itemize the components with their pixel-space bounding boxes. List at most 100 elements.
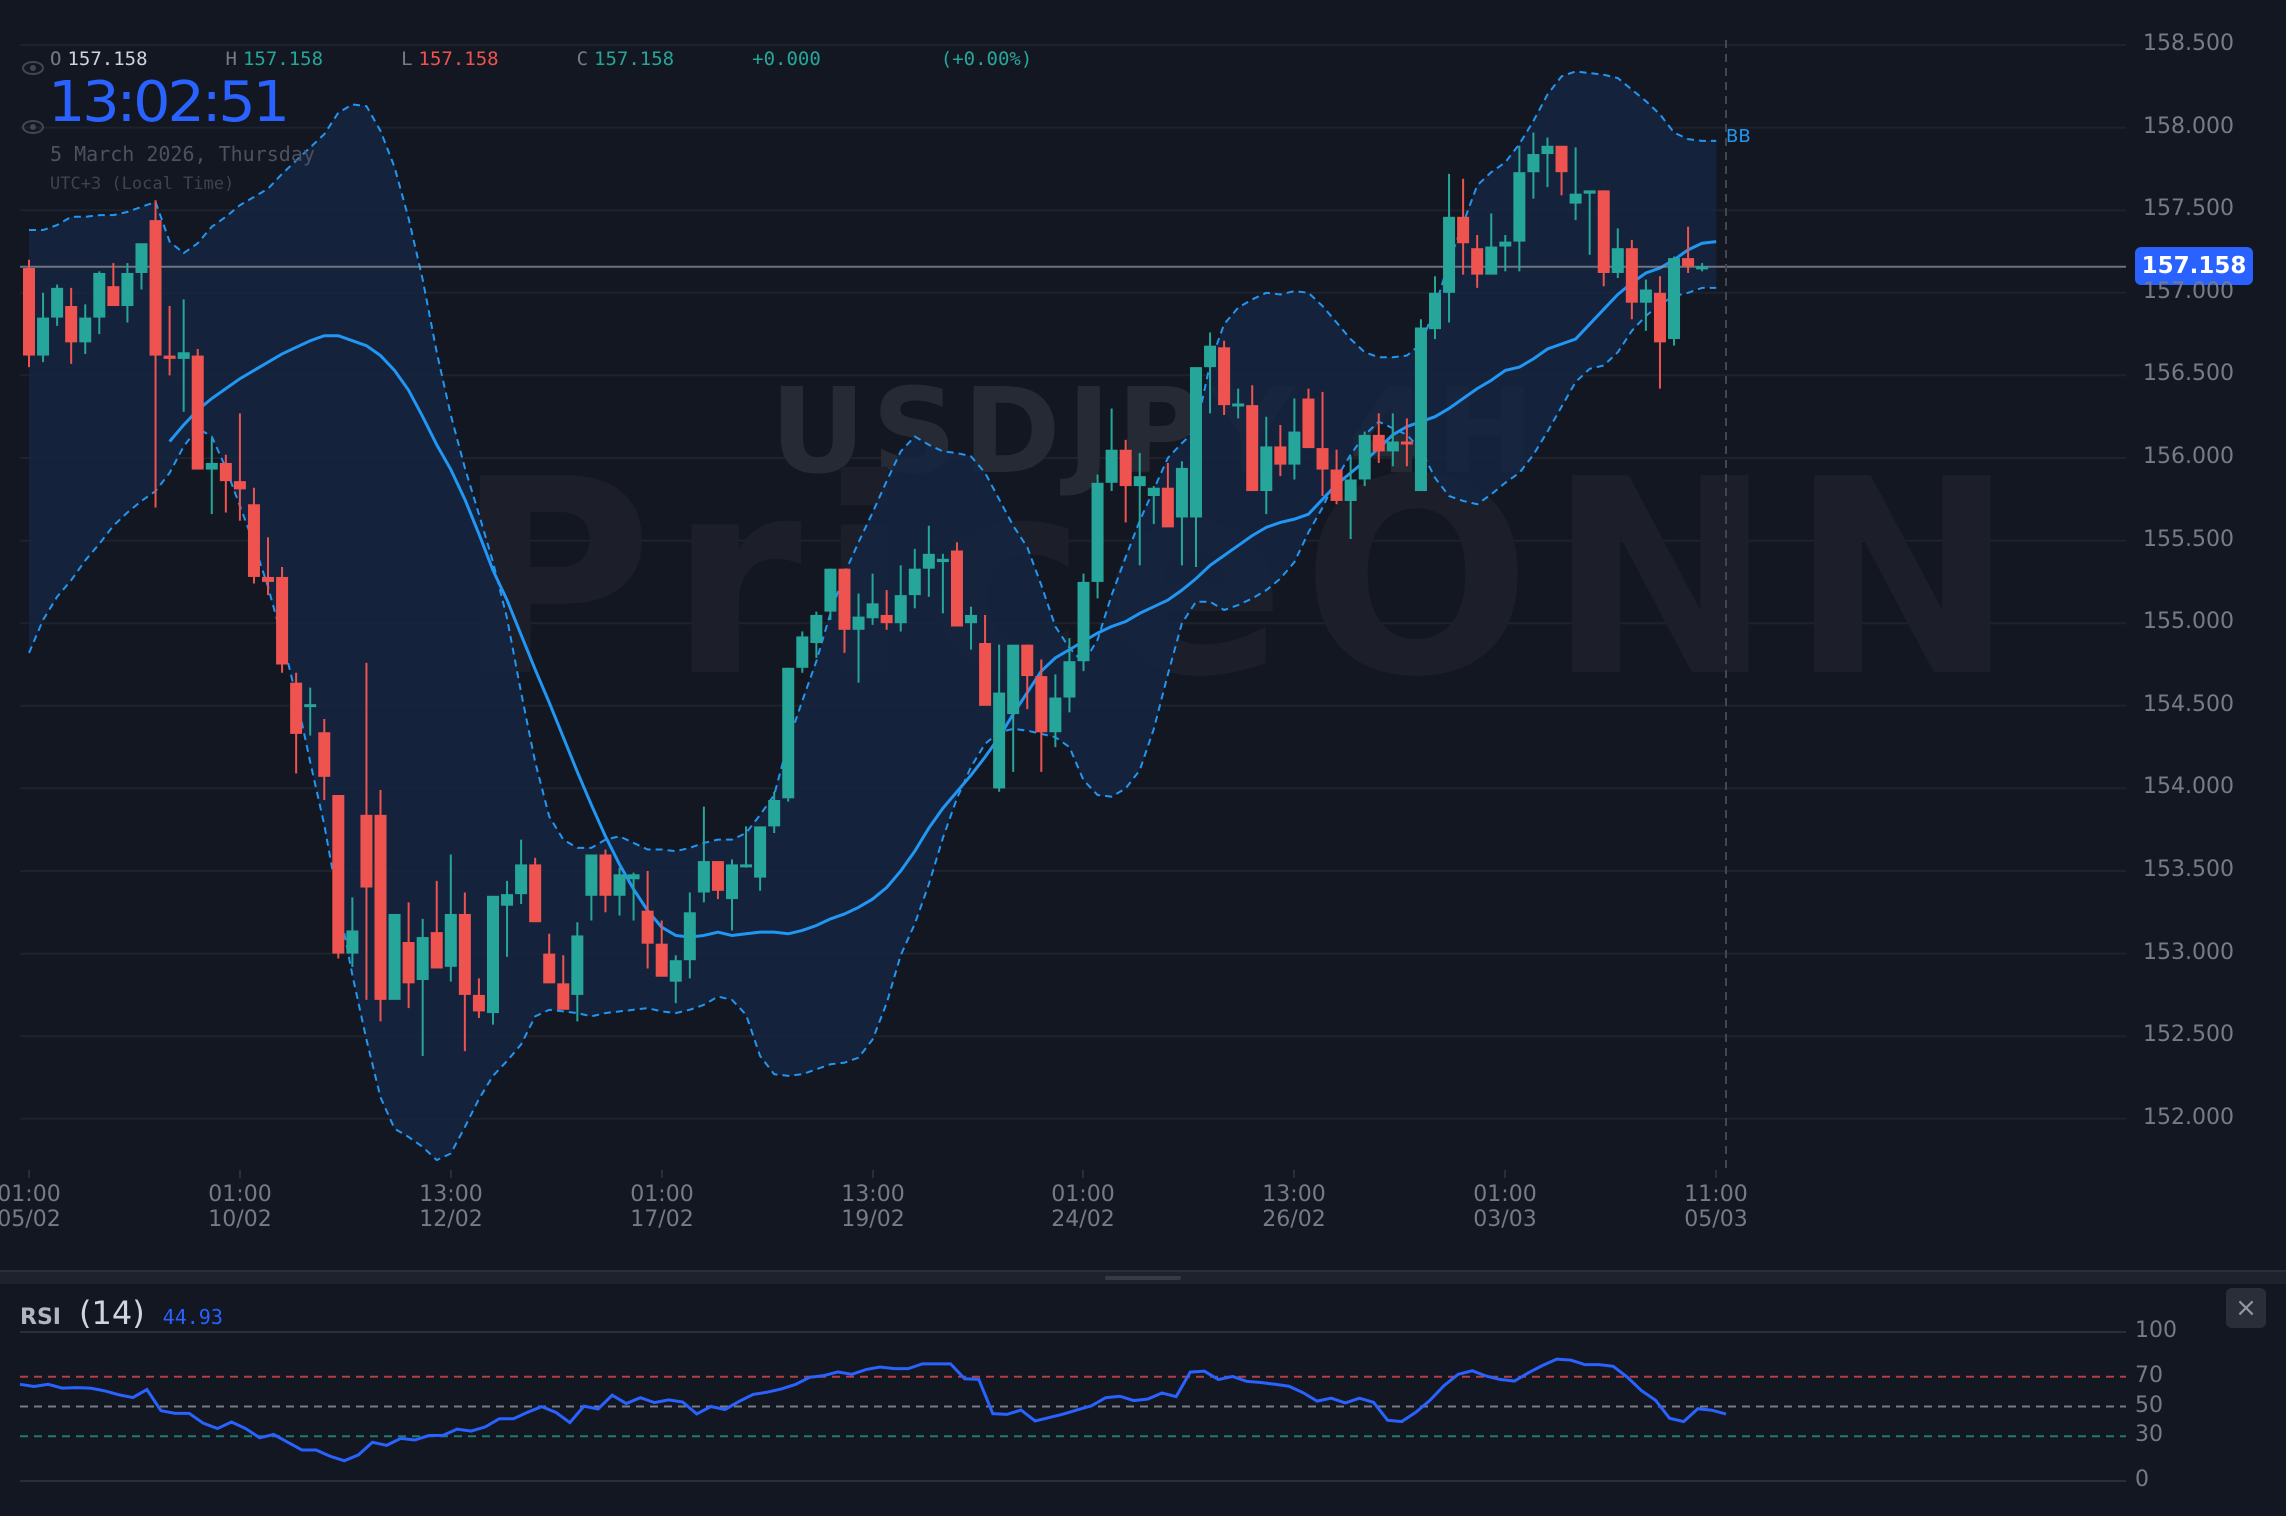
candle (1035, 659, 1048, 772)
candle (1218, 340, 1231, 416)
low-label: L (401, 48, 413, 70)
candle (613, 867, 626, 916)
candle (1429, 276, 1441, 340)
candle (444, 854, 457, 982)
candle (557, 955, 570, 1010)
candle (51, 284, 64, 326)
high-label: H (225, 48, 237, 70)
candle (219, 454, 232, 513)
candle (627, 872, 640, 921)
candle (1007, 644, 1020, 772)
candle (1302, 388, 1315, 449)
candle (768, 791, 781, 834)
candle (1527, 132, 1540, 199)
candle (950, 542, 963, 627)
candle (936, 553, 949, 614)
change-percent: (+0.00%) (940, 48, 1033, 70)
candle (641, 871, 654, 969)
current-date: 5 March 2026, Thursday (50, 142, 315, 166)
candle (979, 614, 992, 706)
candle (824, 568, 837, 620)
candle (1639, 279, 1652, 331)
candle (1260, 416, 1273, 515)
candle (838, 568, 851, 653)
price-axis-label: 156.000 (2143, 444, 2234, 469)
candle (1668, 256, 1681, 346)
bollinger-bands-label: BB (1726, 126, 1751, 147)
rsi-pane[interactable]: RSI (14) 44.93 × 100 70 50 30 0 (0, 1284, 2286, 1516)
price-axis-label: 153.500 (2143, 857, 2234, 882)
time-axis-label: 01:00 03/03 (1473, 1182, 1537, 1232)
resize-handle[interactable] (1105, 1276, 1181, 1280)
candle (515, 839, 528, 905)
candle (683, 892, 696, 979)
close-label: C (576, 48, 589, 70)
price-axis-label: 157.500 (2143, 196, 2234, 222)
pane-separator[interactable] (0, 1270, 2286, 1284)
time-axis-label: 01:00 17/02 (630, 1182, 694, 1232)
candle (1625, 239, 1638, 320)
candle (149, 200, 162, 508)
candle (894, 565, 907, 632)
candle (416, 918, 429, 1057)
candle (374, 790, 387, 1022)
timezone-label: UTC+3 (Local Time) (50, 174, 235, 194)
close-icon[interactable]: × (2226, 1288, 2266, 1328)
candle (430, 880, 443, 969)
candle (501, 880, 514, 957)
candle (360, 662, 373, 1000)
candle (1443, 173, 1456, 323)
candle (332, 795, 345, 959)
candle (866, 573, 879, 625)
candle (1597, 190, 1610, 287)
price-axis-label: 154.000 (2143, 774, 2234, 800)
price-axis-label: 158.500 (2143, 31, 2234, 56)
candle (121, 263, 134, 323)
price-chart-canvas[interactable]: USDJPY 4HPriceONN (0, 0, 2286, 1270)
candle (1105, 408, 1118, 492)
candle (290, 672, 303, 774)
candle (1583, 190, 1596, 255)
rsi-chart-canvas[interactable] (0, 1284, 2286, 1516)
candle (318, 719, 331, 800)
eye-icon[interactable] (22, 119, 44, 134)
candle (1682, 226, 1695, 273)
candle (23, 259, 35, 368)
candle (1077, 573, 1090, 672)
price-axis-label: 158.000 (2143, 113, 2234, 139)
candle (1541, 137, 1554, 188)
candle (810, 611, 823, 658)
candle (711, 861, 724, 900)
candle (655, 920, 668, 977)
candle (458, 892, 471, 1052)
candle (1147, 486, 1160, 525)
candle (1063, 638, 1076, 713)
candle (1049, 674, 1062, 748)
candle (740, 826, 753, 868)
price-axis-label: 155.000 (2143, 609, 2234, 635)
candle (880, 590, 893, 630)
time-axis-label: 13:00 12/02 (419, 1182, 483, 1232)
candle (1653, 276, 1666, 389)
rsi-axis-label: 30 (2135, 1422, 2163, 1448)
candle (1021, 644, 1034, 710)
candle (1471, 234, 1484, 288)
candle (1175, 461, 1188, 566)
rsi-axis-label: 100 (2135, 1318, 2177, 1343)
candle (1274, 424, 1287, 477)
candle (233, 413, 246, 521)
candle (1246, 385, 1259, 492)
candle (1611, 228, 1624, 278)
candle (754, 826, 767, 891)
candle (1696, 263, 1709, 272)
candle (585, 854, 598, 921)
price-axis-label: 152.500 (2143, 1022, 2234, 1048)
candle (262, 537, 275, 596)
candle (599, 849, 612, 913)
price-axis-label: 157.000 (2143, 278, 2234, 304)
candle (472, 978, 485, 1019)
candle (1119, 439, 1132, 523)
candle (1133, 453, 1146, 566)
eye-icon[interactable] (22, 60, 44, 75)
